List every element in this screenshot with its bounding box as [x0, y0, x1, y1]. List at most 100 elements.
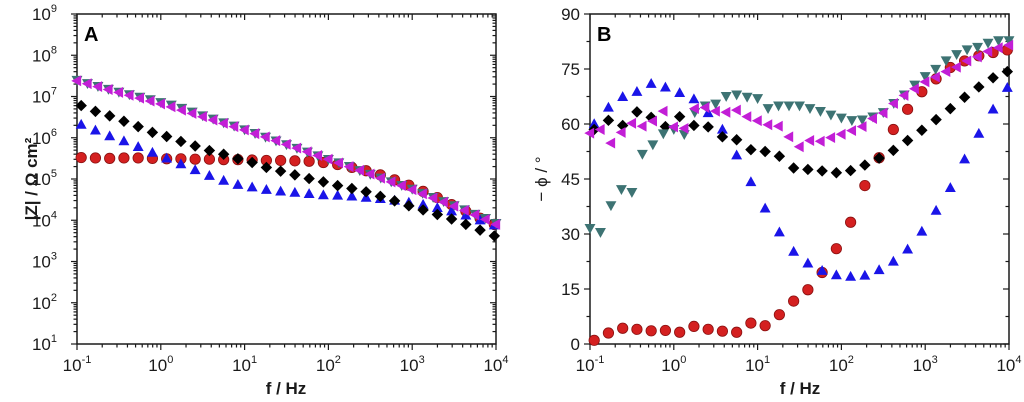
data-point: [406, 184, 417, 196]
data-point: [846, 116, 858, 127]
data-point: [901, 134, 914, 147]
series-black-diamonds: [75, 99, 501, 242]
panel-a: 10-1 100 101 102 103 104 10110210310410510610…: [22, 3, 509, 398]
x-tick-label: 102: [829, 354, 854, 375]
data-point: [845, 270, 857, 281]
data-point: [189, 153, 201, 165]
data-point: [617, 91, 629, 102]
data-point: [312, 150, 323, 161]
data-point: [752, 94, 764, 105]
data-point: [929, 71, 940, 83]
data-point: [132, 152, 144, 164]
data-point: [203, 144, 216, 157]
data-point: [228, 121, 239, 133]
data-point: [615, 126, 626, 138]
data-point: [930, 204, 942, 215]
y-tick-label: 107: [32, 86, 57, 107]
data-point: [118, 115, 130, 127]
data-point: [144, 95, 155, 107]
data-point: [830, 167, 843, 179]
data-point: [584, 223, 596, 234]
data-point: [731, 326, 743, 338]
data-point: [274, 165, 287, 177]
data-point: [626, 188, 638, 198]
data-point: [657, 129, 669, 140]
data-point: [75, 99, 87, 112]
series-magenta-triangles-left: [584, 39, 1014, 153]
plot-a-y-tick-labels: 101 102 103 104 105 106 107 108 109: [32, 3, 57, 354]
data-point: [584, 127, 595, 139]
data-point: [118, 152, 130, 164]
data-point: [1003, 39, 1014, 51]
data-point: [431, 202, 443, 213]
data-point: [289, 169, 301, 181]
data-point: [203, 169, 215, 180]
data-point: [118, 135, 130, 146]
data-point: [146, 126, 159, 139]
data-point: [844, 164, 857, 177]
y-tick-label: 106: [32, 127, 57, 148]
y-tick-label: 90: [561, 5, 580, 24]
data-point: [333, 157, 344, 169]
data-point: [773, 101, 785, 112]
data-point: [289, 155, 301, 167]
y-tick-label: 103: [32, 251, 57, 272]
data-point: [469, 209, 480, 221]
data-point: [741, 111, 752, 123]
y-tick-label: 0: [571, 335, 580, 354]
data-point: [973, 81, 985, 93]
data-point: [474, 224, 486, 236]
data-point: [645, 325, 657, 337]
data-point: [259, 131, 270, 143]
data-point: [859, 159, 871, 171]
x-tick-label: 10-1: [576, 354, 605, 375]
data-point: [802, 284, 814, 296]
data-point: [631, 106, 643, 118]
plot-b-data-points: [584, 36, 1015, 346]
x-tick-label: 104: [483, 354, 508, 375]
series-teal-triangles-down: [584, 36, 1015, 238]
data-point: [835, 113, 847, 124]
data-point: [688, 119, 700, 132]
panel-label-a: A: [84, 24, 98, 46]
data-point: [189, 140, 201, 152]
data-point: [788, 245, 800, 256]
data-point: [987, 72, 999, 84]
x-tick-label: 10-1: [63, 354, 92, 375]
data-point: [71, 75, 82, 87]
data-point: [291, 142, 302, 154]
data-point: [887, 144, 900, 157]
data-point: [992, 42, 1003, 54]
data-point: [745, 176, 757, 187]
data-point: [802, 163, 814, 176]
data-point: [403, 200, 415, 212]
data-point: [930, 113, 942, 126]
data-point: [709, 105, 720, 117]
data-point: [668, 121, 678, 133]
data-point: [982, 45, 993, 57]
data-point: [123, 89, 134, 101]
plot-b-y-tick-labels: 0 15 30 45 60 75 90: [561, 5, 580, 354]
y-tick-label: 104: [32, 209, 57, 230]
series-red-circles: [588, 44, 1013, 346]
data-point: [909, 80, 921, 91]
data-point: [260, 161, 273, 174]
data-point: [104, 152, 116, 164]
y-axis-title-b: − ϕ / °: [532, 156, 551, 201]
data-point: [916, 124, 928, 136]
x-tick-label: 100: [661, 354, 686, 375]
data-point: [346, 190, 358, 201]
data-point: [207, 114, 218, 126]
data-point: [160, 130, 173, 143]
data-point: [232, 179, 244, 189]
data-point: [1001, 65, 1014, 78]
data-point: [588, 123, 600, 136]
data-point: [360, 186, 372, 198]
data-point: [92, 81, 103, 93]
data-point: [617, 322, 629, 334]
data-point: [720, 91, 732, 102]
x-tick-label: 103: [913, 354, 938, 375]
data-point: [146, 146, 158, 157]
data-point: [636, 120, 647, 132]
